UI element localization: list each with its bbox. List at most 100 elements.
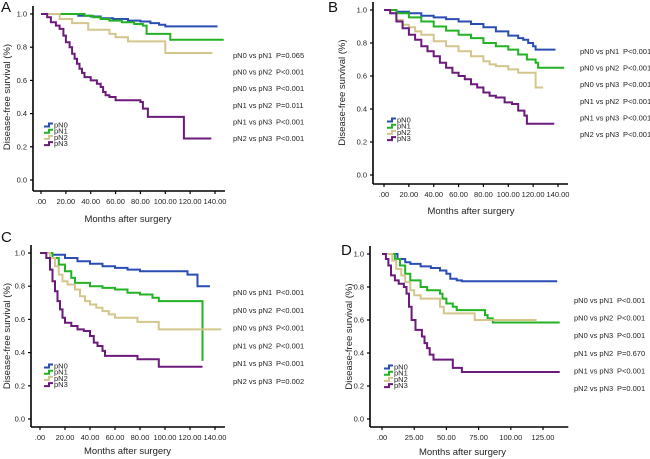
legend-swatch-pn3 (44, 141, 53, 147)
legend-label: pN3 (54, 139, 68, 148)
panel-d: D 0.0 0.2 0.4 0.6 0.8 1.0 .00 25.00 50.00 75.00 100… (341, 242, 645, 458)
y-axis-title: Disease-free survival (%) (344, 283, 355, 389)
y-tick-label: 0.6 (354, 316, 364, 325)
x-tick-label: 20.00 (56, 433, 75, 442)
p-value-label: P<0.001 (623, 97, 650, 106)
x-tick-label: 100.00 (154, 433, 177, 442)
x-tick-label: 140.00 (204, 433, 227, 442)
y-axis-title: Disease-free survival (%) (337, 39, 348, 145)
x-tick-label: .00 (379, 190, 389, 199)
legend-swatch-pn0 (44, 122, 53, 128)
p-value-label: P<0.001 (623, 113, 650, 122)
y-axis-title: Disease-free survival (%) (2, 283, 13, 389)
x-tick-label: 50.00 (437, 433, 456, 442)
legend-swatch-pn3 (44, 382, 53, 388)
y-tick-label: 1.0 (17, 10, 27, 19)
x-tick-label: 60.00 (106, 433, 125, 442)
x-tick-label: 120.00 (179, 197, 202, 206)
legend-label: pN2 (54, 133, 68, 142)
comparison-label: pN0 vs pN3 (574, 331, 613, 340)
survival-curve-pn0 (41, 13, 218, 28)
x-tick-label: 140.00 (547, 190, 570, 199)
comparison-label: pN1 vs pN3 (580, 113, 619, 122)
legend-label: pN2 (394, 375, 408, 384)
x-tick-label: 100.00 (497, 190, 520, 199)
y-tick-label: 0.4 (357, 105, 367, 114)
survival-curve-pn0 (40, 252, 210, 288)
survival-curve-pn0 (384, 9, 556, 51)
y-tick-label: 0.6 (15, 315, 25, 324)
p-value-label: P<0.001 (276, 359, 304, 368)
p-value-label: P=0.001 (617, 384, 645, 393)
y-tick-label: 0.8 (15, 282, 25, 291)
comparison-label: pN0 vs pN3 (233, 324, 272, 333)
survival-curve-pn1 (382, 253, 560, 324)
comparison-label: pN0 vs pN2 (574, 314, 613, 323)
comparison-label: pN1 vs pN2 (574, 349, 613, 358)
p-value-label: P<0.001 (617, 366, 645, 375)
p-value-label: P<0.001 (617, 314, 645, 323)
x-tick-label: 40.00 (81, 197, 100, 206)
legend-label: pN0 (54, 121, 68, 130)
legend-label: pN1 (394, 369, 408, 378)
comparison-label: pN0 vs pN3 (233, 84, 272, 93)
p-value-label: P<0.001 (623, 47, 650, 56)
y-tick-label: 1.0 (357, 6, 367, 15)
p-value-label: P<0.001 (623, 130, 650, 139)
survival-curve-pn2 (40, 252, 222, 331)
legend-swatch-pn3 (384, 383, 393, 389)
x-axis-title: Months after surgery (419, 447, 506, 458)
p-value-label: P<0.001 (623, 80, 650, 89)
legend-label: pN2 (397, 128, 411, 137)
comparison-label: pN1 vs pN2 (580, 97, 619, 106)
comparison-label: pN2 vs pN3 (233, 377, 272, 386)
y-tick-label: 0.8 (354, 283, 364, 292)
x-tick-label: 80.00 (474, 190, 493, 199)
comparison-label: pN0 vs pN2 (233, 68, 272, 77)
comparison-label: pN1 vs pN2 (233, 101, 272, 110)
legend-label: pN0 (394, 363, 408, 372)
x-tick-label: 25.00 (405, 433, 424, 442)
comparison-label: pN1 vs pN3 (233, 359, 272, 368)
y-tick-label: 0.0 (15, 415, 25, 424)
p-value-label: P<0.001 (276, 288, 304, 297)
legend-swatch-pn2 (384, 376, 393, 382)
survival-curve-pn3 (384, 9, 555, 125)
y-tick-label: 0.2 (17, 142, 27, 151)
x-tick-label: .00 (36, 197, 46, 206)
survival-curve-pn2 (41, 13, 213, 54)
legend-swatch-pn2 (44, 375, 53, 381)
comparison-label: pN0 vs pN2 (580, 64, 619, 73)
legend-label: pN3 (397, 134, 411, 143)
comparison-label: pN0 vs pN1 (574, 296, 613, 305)
x-tick-label: 20.00 (399, 190, 418, 199)
p-value-label: P<0.001 (623, 64, 650, 73)
y-tick-label: 0.4 (17, 109, 27, 118)
panel-letter: C (1, 229, 12, 246)
x-tick-label: 60.00 (106, 197, 125, 206)
legend-label: pN0 (397, 116, 411, 125)
legend-swatch-pn1 (44, 369, 53, 375)
x-tick-label: 40.00 (81, 433, 100, 442)
survival-curve-pn1 (41, 13, 224, 41)
y-tick-label: 1.0 (15, 249, 25, 258)
legend-label: pN0 (54, 362, 68, 371)
legend-label: pN3 (54, 380, 68, 389)
legend-label: pN1 (54, 368, 68, 377)
comparison-label: pN2 vs pN3 (233, 134, 272, 143)
legend-swatch-pn1 (44, 128, 53, 134)
x-tick-label: 80.00 (131, 433, 150, 442)
y-tick-label: 0.0 (17, 176, 27, 185)
comparison-label: pN0 vs pN2 (233, 306, 272, 315)
comparison-label: pN0 vs pN3 (580, 80, 619, 89)
comparison-label: pN2 vs pN3 (574, 384, 613, 393)
x-tick-label: 140.00 (204, 197, 227, 206)
p-value-label: P<0.001 (276, 68, 304, 77)
legend-label: pN3 (394, 381, 408, 390)
x-tick-label: 120.00 (179, 433, 202, 442)
survival-curve-pn3 (40, 252, 203, 368)
p-value-label: P<0.001 (276, 84, 304, 93)
x-tick-label: 100.00 (499, 433, 522, 442)
legend-label: pN2 (54, 374, 68, 383)
legend-label: pN1 (397, 122, 411, 131)
